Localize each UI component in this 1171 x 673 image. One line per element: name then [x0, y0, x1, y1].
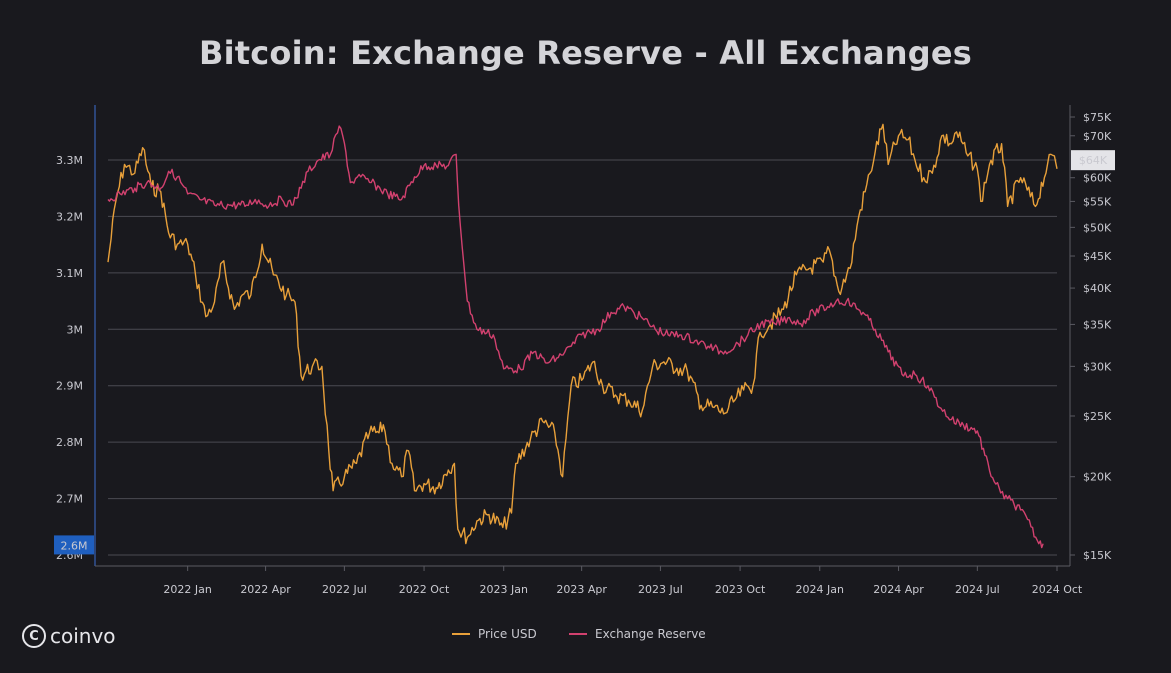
- left-tick-label: 3.3M: [56, 154, 83, 167]
- grid-lines: [108, 159, 1057, 556]
- legend-label: Price USD: [478, 627, 537, 641]
- right-tick-label: $20K: [1083, 471, 1112, 484]
- copyright-c-icon: C: [22, 624, 46, 648]
- right-current-badge-label: $64K: [1079, 154, 1108, 167]
- brand-name: coinvo: [50, 624, 116, 648]
- tick-labels: 3.3M3.2M3.1M3M2.9M2.8M2.7M2.6M2.6M$75K$7…: [54, 111, 1115, 596]
- brand-logo: C coinvo: [22, 624, 116, 648]
- x-tick-label: 2022 Apr: [240, 583, 291, 596]
- x-tick-label: 2024 Apr: [873, 583, 924, 596]
- price-usd-line: [107, 123, 1058, 545]
- right-tick-label: $45K: [1083, 250, 1112, 263]
- right-tick-label: $35K: [1083, 318, 1112, 331]
- x-tick-label: 2024 Jul: [955, 583, 1000, 596]
- series-lines: [107, 123, 1058, 549]
- legend: Price USD Exchange Reserve: [452, 627, 706, 641]
- right-tick-label: $75K: [1083, 111, 1112, 124]
- x-tick-label: 2024 Jan: [796, 583, 844, 596]
- right-tick-label: $40K: [1083, 282, 1112, 295]
- left-tick-label: 3.1M: [56, 267, 83, 280]
- left-tick-label: 2.8M: [56, 436, 83, 449]
- axes: [94, 105, 1075, 571]
- right-tick-label: $15K: [1083, 549, 1112, 562]
- left-tick-label: 2.7M: [56, 493, 83, 506]
- right-tick-label: $60K: [1083, 172, 1112, 185]
- legend-label: Exchange Reserve: [595, 627, 706, 641]
- x-tick-label: 2024 Oct: [1032, 583, 1083, 596]
- x-tick-label: 2022 Jan: [163, 583, 211, 596]
- x-tick-label: 2023 Jan: [479, 583, 527, 596]
- x-tick-label: 2022 Jul: [322, 583, 367, 596]
- x-tick-label: 2023 Jul: [638, 583, 683, 596]
- left-current-badge: [54, 535, 94, 555]
- exchange-reserve-line: [107, 125, 1044, 549]
- left-tick-label: 2.9M: [56, 380, 83, 393]
- x-tick-label: 2023 Oct: [715, 583, 766, 596]
- left-tick-label: 3.2M: [56, 210, 83, 223]
- right-tick-label: $70K: [1083, 130, 1112, 143]
- left-tick-label: 3M: [67, 323, 84, 336]
- right-current-badge: [1071, 150, 1115, 171]
- x-tick-label: 2023 Apr: [556, 583, 607, 596]
- left-current-badge-label: 2.6M: [61, 539, 88, 552]
- right-tick-label: $50K: [1083, 221, 1112, 234]
- chart-title: Bitcoin: Exchange Reserve - All Exchange…: [199, 34, 972, 72]
- right-tick-label: $55K: [1083, 195, 1112, 208]
- x-tick-label: 2022 Oct: [399, 583, 450, 596]
- right-tick-label: $30K: [1083, 360, 1112, 373]
- right-tick-label: $25K: [1083, 410, 1112, 423]
